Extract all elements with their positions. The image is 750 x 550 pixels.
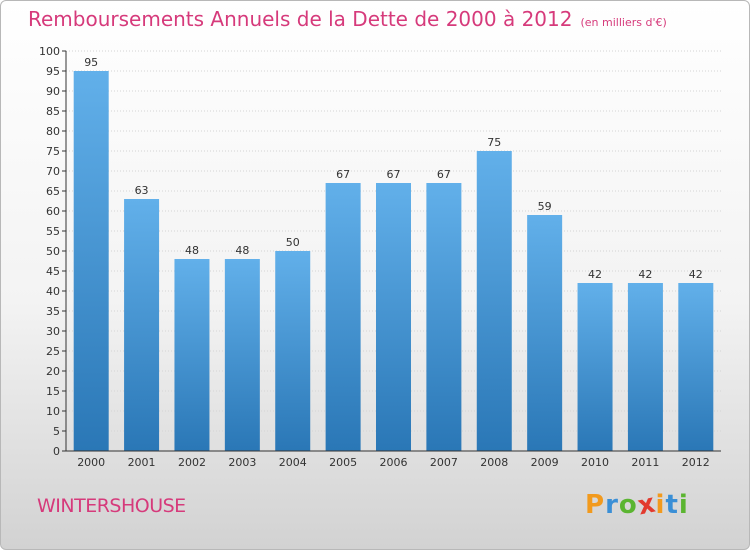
y-tick-label: 85 xyxy=(46,105,60,118)
chart-title: Remboursements Annuels de la Dette de 20… xyxy=(28,7,667,31)
x-tick-label: 2002 xyxy=(178,456,206,469)
x-tick-label: 2007 xyxy=(430,456,458,469)
data-labels: 95 63 48 48 50 67 67 67 75 59 42 42 42 xyxy=(84,56,703,281)
bar-2005 xyxy=(325,183,361,451)
data-label: 42 xyxy=(689,268,703,281)
bars xyxy=(73,71,714,451)
data-label: 95 xyxy=(84,56,98,69)
y-tick-label: 75 xyxy=(46,145,60,158)
proxiti-logo: Proxiti xyxy=(585,488,689,521)
bar-2000 xyxy=(73,71,109,451)
bar-2010 xyxy=(577,283,613,451)
data-label: 50 xyxy=(286,236,300,249)
bar-2006 xyxy=(376,183,411,451)
y-tick-label: 30 xyxy=(46,325,60,338)
y-tick-label: 80 xyxy=(46,125,60,138)
bar-2011 xyxy=(627,283,663,451)
x-tick-label: 2001 xyxy=(128,456,156,469)
logo-letter: o xyxy=(618,490,638,520)
y-tick-label: 65 xyxy=(46,185,60,198)
y-tick-label: 15 xyxy=(46,385,60,398)
x-tick-label: 2005 xyxy=(329,456,357,469)
logo-letter: r xyxy=(605,490,619,520)
data-label: 42 xyxy=(588,268,602,281)
y-tick-label: 100 xyxy=(39,45,60,58)
y-tick-label: 70 xyxy=(46,165,60,178)
y-tick-label: 50 xyxy=(46,245,60,258)
data-label: 42 xyxy=(638,268,652,281)
x-tick-label: 2008 xyxy=(480,456,508,469)
y-tick-label: 20 xyxy=(46,365,60,378)
y-tick-label: 40 xyxy=(46,285,60,298)
x-tick-label: 2012 xyxy=(682,456,710,469)
bar-2007 xyxy=(426,183,462,451)
y-tick-label: 45 xyxy=(46,265,60,278)
bar-2009 xyxy=(527,215,563,451)
bar-2001 xyxy=(124,199,160,451)
data-label: 48 xyxy=(235,244,249,257)
logo-letter: i xyxy=(655,490,666,520)
bar-2002 xyxy=(174,259,210,451)
x-tick-label: 2010 xyxy=(581,456,609,469)
y-tick-label: 55 xyxy=(46,225,60,238)
commune-name: WINTERSHOUSE xyxy=(37,495,186,517)
data-label: 59 xyxy=(538,200,552,213)
data-label: 67 xyxy=(387,168,401,181)
x-tick-label: 2009 xyxy=(531,456,559,469)
x-tick-label: 2004 xyxy=(279,456,307,469)
y-tick-label: 25 xyxy=(46,345,60,358)
data-label: 67 xyxy=(437,168,451,181)
x-tick-label: 2000 xyxy=(77,456,105,469)
logo-letter: i xyxy=(678,490,689,520)
logo-letter: P xyxy=(585,490,606,520)
y-tick-label: 90 xyxy=(46,85,60,98)
y-axis-ticks: 0 5 10 15 20 25 30 35 40 45 50 55 60 65 70 75 80 85 90 95 10… xyxy=(39,45,66,458)
bar-2012 xyxy=(678,283,714,451)
y-tick-label: 10 xyxy=(46,405,60,418)
chart-title-main: Remboursements Annuels de la Dette de 20… xyxy=(28,7,573,31)
logo-letter: t xyxy=(665,490,679,520)
bar-2003 xyxy=(224,259,260,451)
y-tick-label: 35 xyxy=(46,305,60,318)
x-tick-label: 2006 xyxy=(380,456,408,469)
y-tick-label: 95 xyxy=(46,65,60,78)
x-axis-ticks: 2000 2001 2002 2003 2004 2005 2006 2007 2008 2009… xyxy=(77,456,710,469)
y-tick-label: 60 xyxy=(46,205,60,218)
y-tick-label: 5 xyxy=(53,425,60,438)
data-label: 48 xyxy=(185,244,199,257)
data-label: 75 xyxy=(487,136,501,149)
data-label: 67 xyxy=(336,168,350,181)
chart-title-unit: (en milliers d'€) xyxy=(580,16,667,29)
y-tick-label: 0 xyxy=(53,445,60,458)
bar-2004 xyxy=(275,251,311,451)
x-tick-label: 2011 xyxy=(631,456,659,469)
bar-2008 xyxy=(476,151,512,451)
data-label: 63 xyxy=(135,184,149,197)
x-tick-label: 2003 xyxy=(228,456,256,469)
